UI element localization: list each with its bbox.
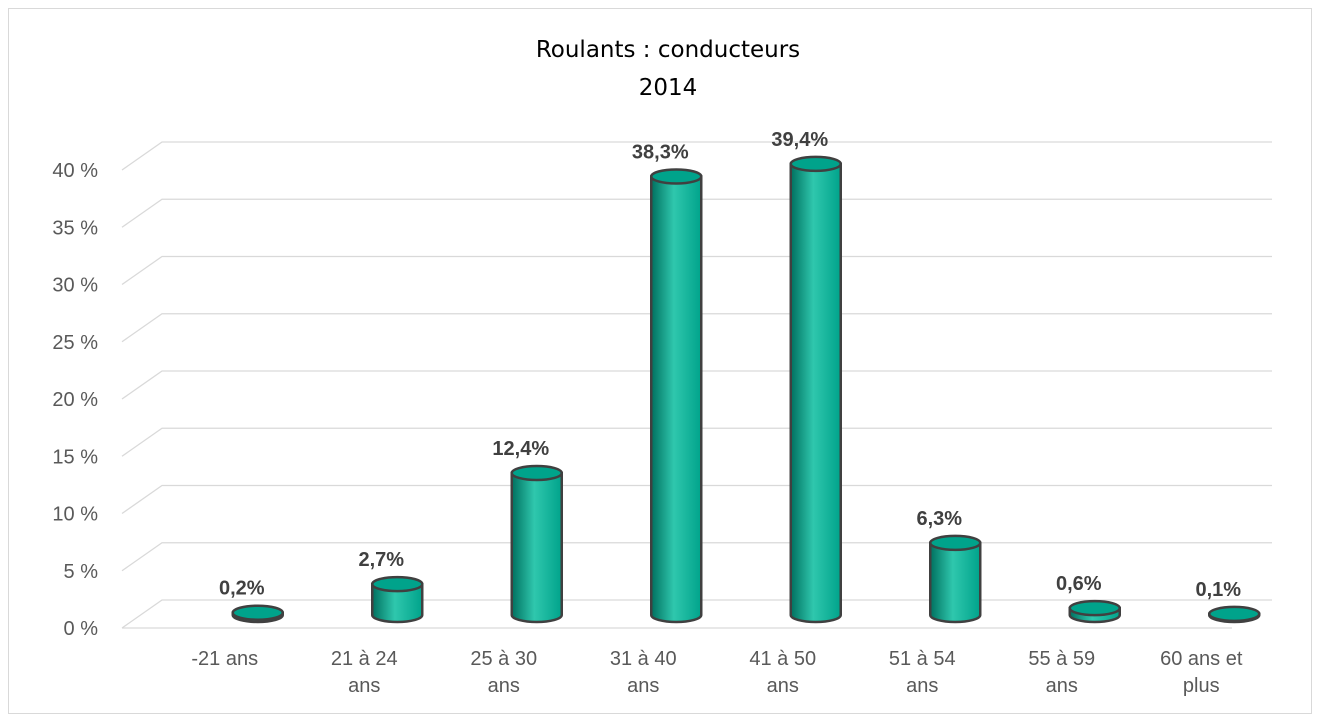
gridline xyxy=(121,484,1272,515)
bar xyxy=(929,534,982,624)
data-label: 0,2% xyxy=(219,578,265,600)
bar xyxy=(371,575,424,624)
y-axis-ticks: 0 % 5 % 10 % 15 % 20 % 25 % 30 % 35 % 40 % xyxy=(52,160,98,640)
gridline xyxy=(121,370,1272,400)
bar xyxy=(650,168,703,624)
y-tick-label: 30 % xyxy=(52,275,98,297)
gridline xyxy=(121,198,1272,228)
x-tick-label: -21 ans xyxy=(191,648,258,670)
x-tick-label: ans xyxy=(767,675,799,697)
gridline xyxy=(121,255,1272,286)
y-tick-label: 25 % xyxy=(52,332,98,354)
x-tick-label: 60 ans et xyxy=(1160,648,1243,670)
bar xyxy=(1208,605,1261,624)
gridline xyxy=(121,599,1272,629)
y-tick-label: 0 % xyxy=(64,618,99,640)
bar xyxy=(510,464,563,624)
bar xyxy=(789,155,842,624)
data-label: 12,4% xyxy=(492,438,549,460)
y-tick-label: 35 % xyxy=(52,217,98,239)
gridlines xyxy=(121,141,1272,629)
x-tick-label: 25 à 30 xyxy=(470,648,537,670)
x-tick-label: ans xyxy=(906,675,938,697)
chart-title: Roulants : conducteurs xyxy=(536,37,800,63)
x-tick-label: 51 à 54 xyxy=(889,648,956,670)
gridline xyxy=(121,313,1272,343)
data-label: 39,4% xyxy=(771,129,828,151)
bars xyxy=(231,155,1261,624)
y-tick-label: 40 % xyxy=(52,160,98,182)
y-tick-label: 10 % xyxy=(52,504,98,526)
bar xyxy=(1068,599,1121,624)
data-label: 6,3% xyxy=(916,508,962,530)
data-label: 0,1% xyxy=(1195,579,1241,601)
chart-subtitle: 2014 xyxy=(639,75,698,101)
data-label: 0,6% xyxy=(1056,573,1102,595)
bar xyxy=(231,604,284,624)
x-tick-label: ans xyxy=(627,675,659,697)
x-tick-label: 41 à 50 xyxy=(749,648,816,670)
x-tick-label: ans xyxy=(1046,675,1078,697)
gridline xyxy=(121,141,1272,171)
y-tick-label: 15 % xyxy=(52,446,98,468)
x-tick-label: 21 à 24 xyxy=(331,648,398,670)
x-tick-label: ans xyxy=(348,675,380,697)
x-tick-label: plus xyxy=(1183,675,1220,697)
x-tick-label: 31 à 40 xyxy=(610,648,677,670)
x-axis-ticks: -21 ans 21 à 24 ans 25 à 30 ans 31 à 40 ans 41 … xyxy=(191,648,1242,697)
gridline xyxy=(121,427,1272,457)
data-label: 2,7% xyxy=(358,549,404,571)
gridline xyxy=(121,542,1272,572)
x-tick-label: ans xyxy=(488,675,520,697)
y-tick-label: 5 % xyxy=(64,561,99,583)
data-labels: 0,2% 2,7% 12,4% 38,3% 39,4% 6,3% 0,6% 0,1% xyxy=(219,129,1241,601)
y-tick-label: 20 % xyxy=(52,389,98,411)
x-tick-label: 55 à 59 xyxy=(1028,648,1095,670)
data-label: 38,3% xyxy=(632,141,689,163)
